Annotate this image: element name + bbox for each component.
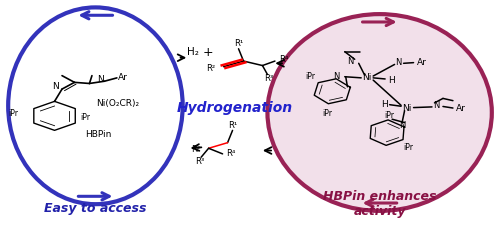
Text: N: N	[97, 75, 104, 84]
Text: iPr: iPr	[403, 143, 413, 152]
Text: R²: R²	[192, 145, 200, 154]
Text: iPr: iPr	[8, 109, 18, 118]
Text: R⁴: R⁴	[226, 149, 235, 158]
Text: H: H	[388, 76, 394, 85]
Text: N: N	[334, 72, 340, 81]
Text: HBPin enhances
activity: HBPin enhances activity	[323, 190, 436, 218]
Text: R⁴: R⁴	[279, 55, 288, 64]
Text: R¹: R¹	[228, 122, 237, 130]
Text: R¹: R¹	[234, 39, 243, 48]
Text: +: +	[202, 46, 213, 59]
Text: iPr: iPr	[80, 113, 90, 122]
Text: Ni: Ni	[402, 104, 411, 112]
Text: iPr: iPr	[322, 109, 332, 118]
Text: N: N	[396, 58, 402, 67]
Text: N: N	[52, 82, 59, 91]
Text: HBPin: HBPin	[84, 130, 111, 139]
Text: Hydrogenation: Hydrogenation	[177, 101, 293, 115]
Ellipse shape	[8, 7, 182, 204]
Text: Easy to access: Easy to access	[44, 202, 146, 215]
Text: R³: R³	[264, 74, 273, 83]
Text: R²: R²	[206, 64, 216, 73]
Text: H₂: H₂	[186, 47, 198, 57]
Text: Ar: Ar	[118, 73, 128, 82]
Text: Ni: Ni	[362, 73, 372, 82]
Text: iPr: iPr	[305, 72, 315, 81]
Text: Ni(O₂CR)₂: Ni(O₂CR)₂	[96, 99, 140, 108]
Text: Ar: Ar	[456, 104, 466, 112]
Text: iPr: iPr	[384, 111, 394, 120]
Text: N: N	[399, 121, 406, 130]
Text: N: N	[348, 57, 354, 66]
Text: N: N	[433, 101, 439, 110]
Ellipse shape	[268, 14, 492, 211]
Text: Ar: Ar	[417, 58, 427, 67]
Text: R³: R³	[195, 157, 204, 166]
Text: H: H	[381, 100, 388, 109]
